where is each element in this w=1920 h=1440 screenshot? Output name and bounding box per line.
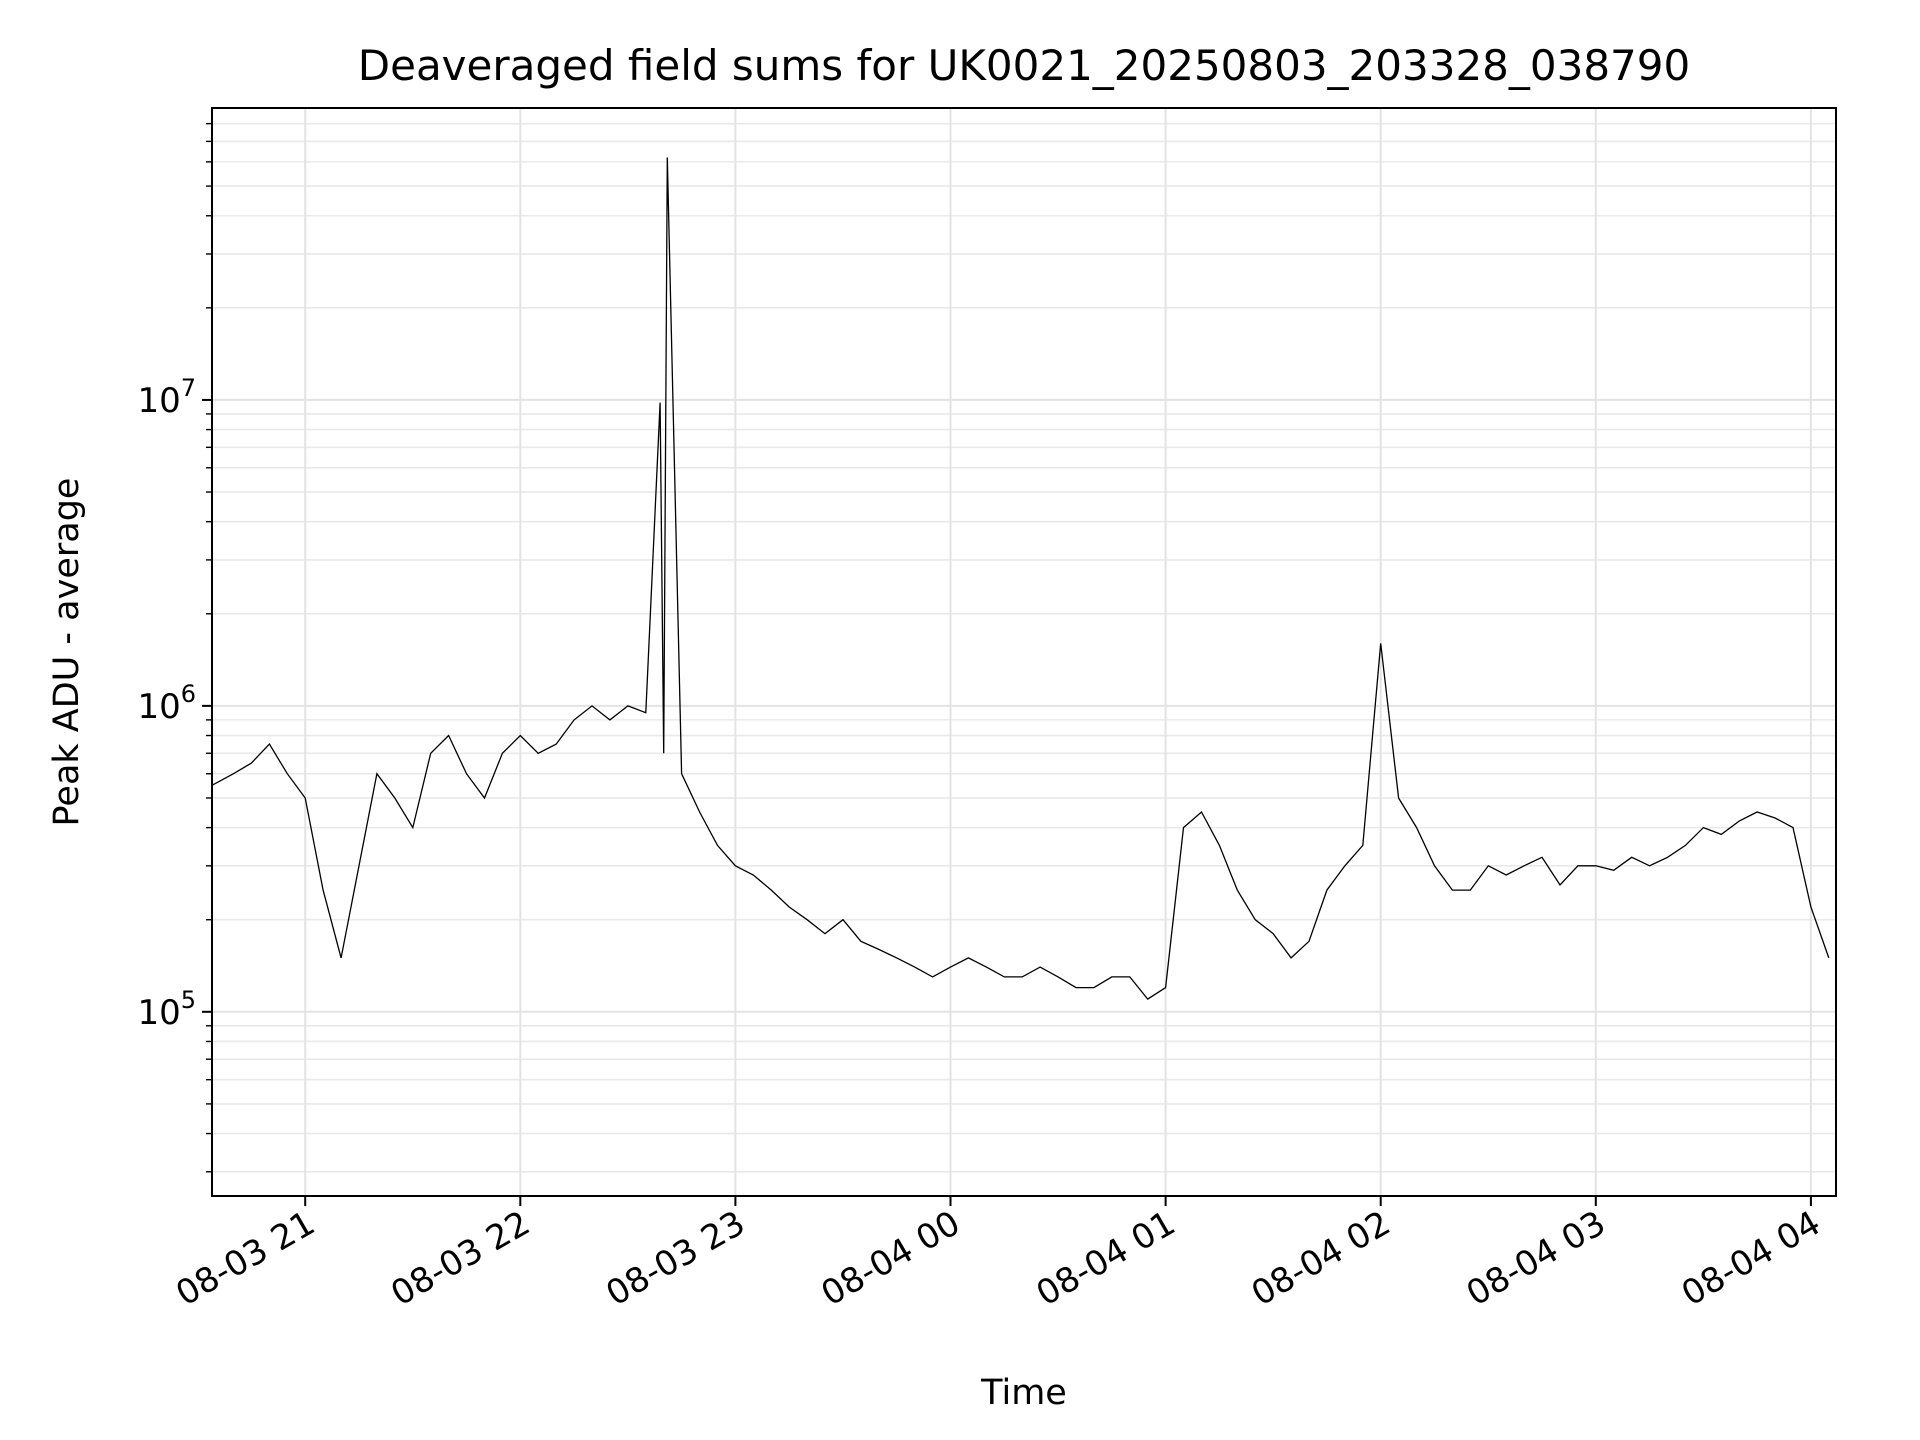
x-tick-label: 08-03 21 bbox=[169, 1203, 321, 1314]
series-layer bbox=[211, 157, 1830, 1000]
x-tick-label: 08-04 02 bbox=[1245, 1203, 1397, 1314]
x-tick-label: 08-03 22 bbox=[384, 1203, 536, 1314]
y-tick-label: 106 bbox=[137, 680, 196, 727]
y-tick-label: 107 bbox=[137, 374, 196, 421]
x-tick-label: 08-04 03 bbox=[1460, 1203, 1612, 1314]
x-tick-label: 08-04 01 bbox=[1030, 1203, 1182, 1314]
x-tick-label: 08-04 04 bbox=[1675, 1203, 1827, 1314]
y-tick-label: 105 bbox=[137, 986, 196, 1033]
series-line-0 bbox=[211, 157, 1830, 1000]
grid bbox=[212, 108, 1836, 1196]
chart-title: Deaveraged field sums for UK0021_2025080… bbox=[358, 41, 1690, 90]
axis-ticks: 105 106 107 08-03 21 08-03 22 08-03 23 08-04 0… bbox=[137, 122, 1827, 1314]
x-tick-label: 08-03 23 bbox=[600, 1203, 752, 1314]
y-axis-label: Peak ADU - average bbox=[47, 478, 87, 827]
x-tick-label: 08-04 00 bbox=[815, 1203, 967, 1314]
x-axis-label: Time bbox=[980, 1373, 1067, 1413]
plot-frame bbox=[211, 107, 1837, 1197]
